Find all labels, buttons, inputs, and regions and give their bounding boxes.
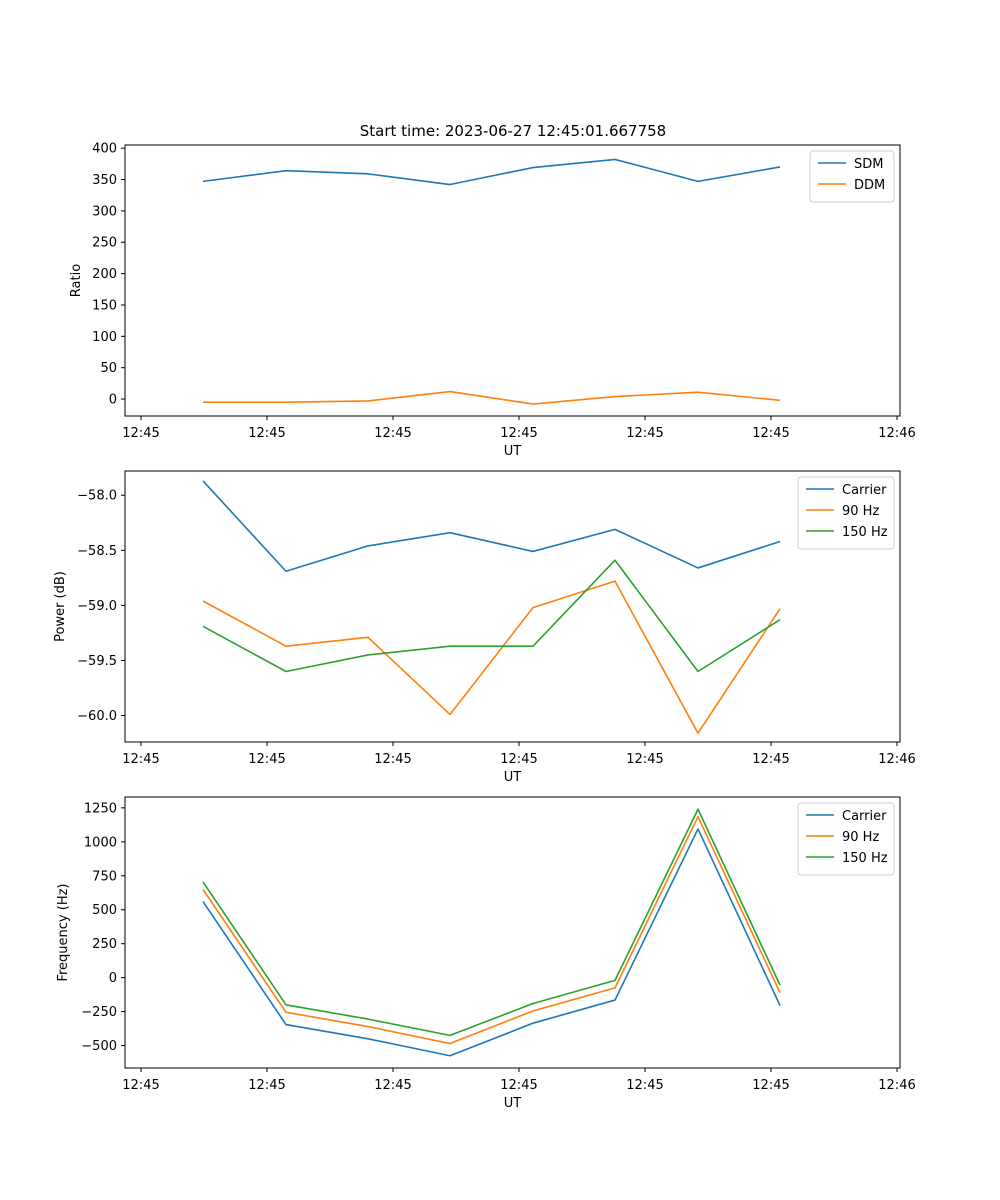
- x-tick-label: 12:45: [500, 1078, 537, 1093]
- x-tick-label: 12:46: [878, 426, 915, 441]
- y-tick-label: 500: [92, 903, 117, 918]
- power-panel: 12:45 12:45 12:45 12:45 12:45 12:45 12:46 −58.0…: [53, 470, 916, 785]
- x-tick-label: 12:45: [374, 752, 411, 767]
- legend-label-carrier: Carrier: [842, 483, 887, 498]
- axes-frame: [124, 144, 901, 417]
- y-axis-label: Frequency (Hz): [56, 883, 71, 981]
- figure-title: Start time: 2023-06-27 12:45:01.667758: [360, 122, 666, 140]
- y-tick-label: 300: [92, 204, 117, 219]
- x-tick-label: 12:45: [248, 1078, 285, 1093]
- axes-frame: [124, 470, 901, 743]
- y-tick-label: 750: [92, 869, 117, 884]
- x-axis-label: UT: [504, 770, 522, 785]
- x-tick-label: 12:45: [122, 1078, 159, 1093]
- y-axis-label: Ratio: [69, 264, 84, 297]
- y-tick-label: 250: [92, 236, 117, 251]
- series-line-sdm: [202, 158, 781, 186]
- y-tick-label: 0: [109, 971, 117, 986]
- x-tick-label: 12:45: [374, 426, 411, 441]
- x-tick-label: 12:45: [248, 752, 285, 767]
- x-tick-label: 12:45: [122, 426, 159, 441]
- x-tick-label: 12:45: [374, 1078, 411, 1093]
- y-axis-label: Power (dB): [53, 571, 68, 642]
- x-tick-label: 12:45: [626, 752, 663, 767]
- y-tick-label: −58.0: [77, 489, 117, 504]
- x-tick-label: 12:45: [248, 426, 285, 441]
- series-line-150-hz: [202, 559, 781, 673]
- frequency-panel: 12:45 12:45 12:45 12:45 12:45 12:45 12:46 1250 1…: [56, 796, 916, 1111]
- x-tick-label: 12:45: [500, 752, 537, 767]
- y-tick-label: −500: [81, 1039, 117, 1054]
- legend-label-150-hz: 150 Hz: [842, 851, 888, 866]
- y-tick-label: 350: [92, 173, 117, 188]
- x-tick-label: 12:45: [500, 426, 537, 441]
- series-line-150-hz: [202, 808, 781, 1037]
- x-tick-label: 12:46: [878, 752, 915, 767]
- y-tick-label: −59.0: [77, 599, 117, 614]
- y-tick-label: −58.5: [77, 544, 117, 559]
- y-tick-label: −59.5: [77, 654, 117, 669]
- series-line-90-hz: [202, 580, 781, 734]
- legend-label-150-hz: 150 Hz: [842, 525, 888, 540]
- x-axis-label: UT: [504, 1096, 522, 1111]
- ratio-panel: 12:45 12:45 12:45 12:45 12:45 12:45 12:46 0 50 10…: [69, 142, 916, 459]
- legend-label-ddm: DDM: [854, 178, 885, 193]
- y-tick-label: −60.0: [77, 709, 117, 724]
- series-line-ddm: [203, 390, 781, 405]
- y-tick-label: 150: [92, 298, 117, 313]
- x-tick-label: 12:45: [626, 426, 663, 441]
- x-tick-label: 12:45: [752, 752, 789, 767]
- y-tick-label: 250: [92, 937, 117, 952]
- legend-label-sdm: SDM: [854, 157, 883, 172]
- x-tick-label: 12:45: [752, 1078, 789, 1093]
- series-line-90-hz: [202, 815, 781, 1045]
- legend-label-90-hz: 90 Hz: [842, 504, 879, 519]
- legend-label-90-hz: 90 Hz: [842, 830, 879, 845]
- x-tick-label: 12:46: [878, 1078, 915, 1093]
- y-tick-label: 1250: [84, 801, 117, 816]
- y-tick-label: −250: [81, 1005, 117, 1020]
- series-line-carrier: [202, 480, 781, 573]
- x-tick-label: 12:45: [752, 426, 789, 441]
- series-line-carrier: [202, 828, 781, 1057]
- y-tick-label: 200: [92, 267, 117, 282]
- x-tick-label: 12:45: [122, 752, 159, 767]
- y-tick-label: 400: [92, 142, 117, 157]
- axes-frame: [124, 796, 901, 1069]
- legend-label-carrier: Carrier: [842, 809, 887, 824]
- y-tick-label: 0: [109, 393, 117, 408]
- y-tick-label: 100: [92, 330, 117, 345]
- x-tick-label: 12:45: [626, 1078, 663, 1093]
- x-axis-label: UT: [504, 444, 522, 459]
- y-tick-label: 1000: [84, 835, 117, 850]
- y-tick-label: 50: [100, 361, 117, 376]
